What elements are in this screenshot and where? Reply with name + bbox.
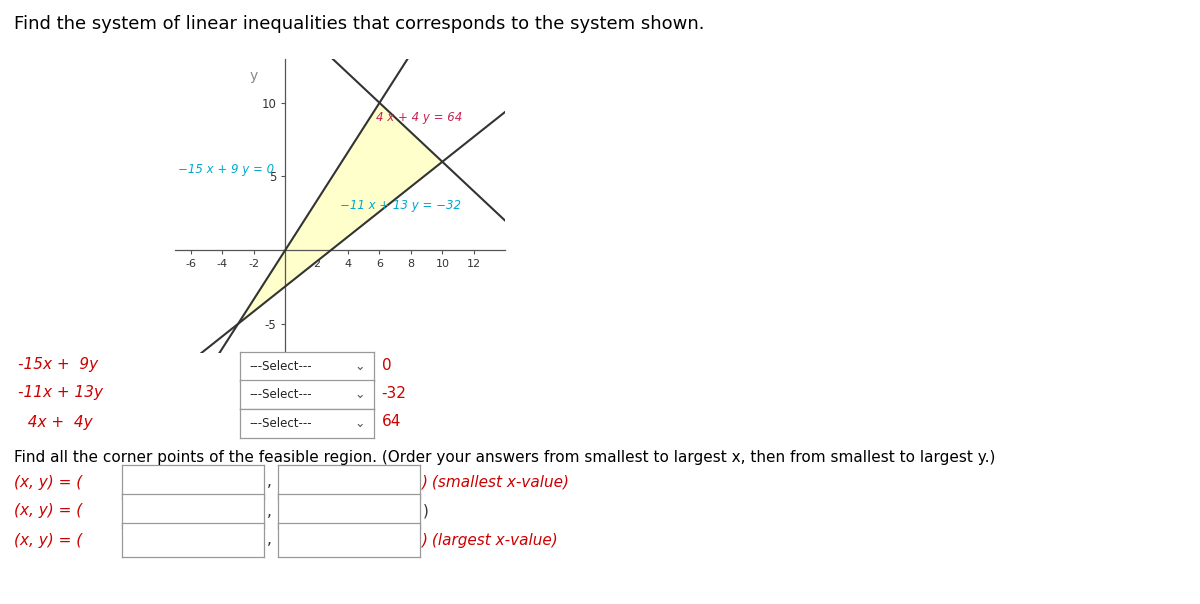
Text: ,: ,	[266, 533, 271, 547]
Text: 4 x + 4 y = 64: 4 x + 4 y = 64	[377, 111, 462, 124]
Text: -11x + 13y: -11x + 13y	[18, 385, 103, 400]
Text: x: x	[336, 383, 344, 397]
Text: (x, y) = (: (x, y) = (	[14, 504, 83, 518]
Text: y: y	[250, 69, 258, 83]
Text: 0: 0	[382, 358, 391, 373]
Text: Find all the corner points of the feasible region. (Order your answers from smal: Find all the corner points of the feasib…	[14, 450, 996, 465]
Text: ⌄: ⌄	[354, 417, 365, 429]
Text: 4x +  4y: 4x + 4y	[18, 414, 92, 429]
Text: ,: ,	[266, 504, 271, 518]
Text: ): )	[422, 504, 428, 518]
Text: (x, y) = (: (x, y) = (	[14, 475, 83, 489]
Text: -32: -32	[382, 385, 407, 400]
Text: ) (largest x-value): ) (largest x-value)	[422, 533, 559, 547]
Text: −15 x + 9 y = 0: −15 x + 9 y = 0	[179, 162, 275, 176]
Text: Find the system of linear inequalities that corresponds to the system shown.: Find the system of linear inequalities t…	[14, 15, 704, 33]
Text: ---Select---: ---Select---	[250, 417, 312, 429]
Text: -15x +  9y: -15x + 9y	[18, 358, 98, 373]
Text: (x, y) = (: (x, y) = (	[14, 533, 83, 547]
Text: ⌄: ⌄	[354, 388, 365, 400]
Text: ) (smallest x-value): ) (smallest x-value)	[422, 475, 570, 489]
Text: 64: 64	[382, 414, 401, 429]
Text: ,: ,	[266, 475, 271, 489]
Polygon shape	[238, 103, 443, 324]
Text: ---Select---: ---Select---	[250, 388, 312, 400]
Text: −11 x + 13 y = −32: −11 x + 13 y = −32	[341, 199, 461, 213]
Text: ⌄: ⌄	[354, 360, 365, 373]
Text: ---Select---: ---Select---	[250, 360, 312, 373]
